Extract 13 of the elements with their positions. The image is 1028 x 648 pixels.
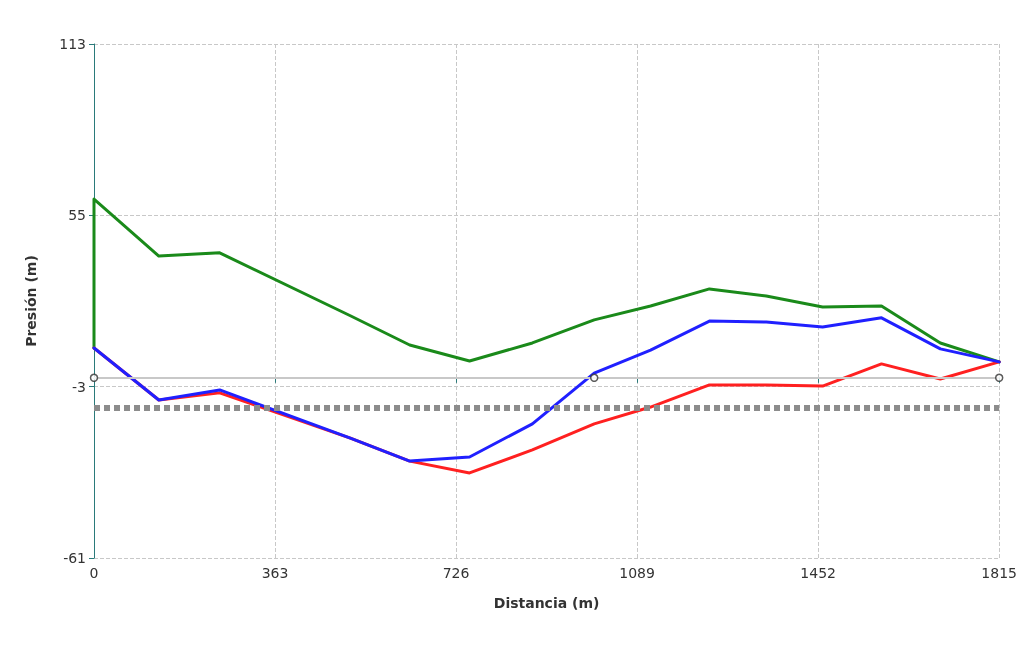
x-tick-label: 1089 bbox=[619, 565, 655, 581]
x-tick-label: 1815 bbox=[981, 565, 1018, 581]
x-tick-label: 0 bbox=[89, 565, 99, 581]
y-tick-label: 113 bbox=[59, 36, 86, 52]
x-axis-title: Distancia (m) bbox=[493, 595, 600, 611]
x-tick-label: 1452 bbox=[800, 565, 836, 581]
line-series bbox=[92, 316, 1001, 463]
y-tick-label: 55 bbox=[68, 207, 86, 224]
y-tick-label: -61 bbox=[63, 550, 86, 566]
y-tick-label: -3 bbox=[72, 378, 86, 395]
x-tick-label: 726 bbox=[442, 565, 470, 581]
y-axis-title: Presión (m) bbox=[23, 255, 39, 347]
x-tick-label: 363 bbox=[261, 565, 289, 581]
